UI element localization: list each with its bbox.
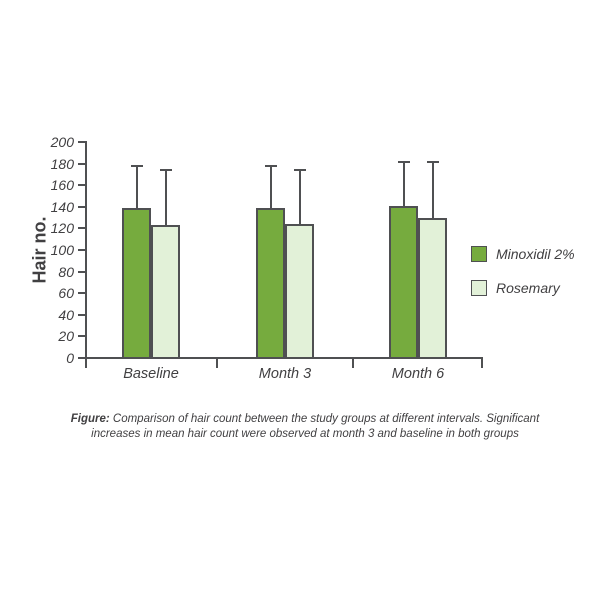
figure-caption: Figure: Comparison of hair count between… — [60, 412, 550, 441]
x-category-label-month-6: Month 6 — [391, 366, 445, 382]
legend: Minoxidil 2% Rosemary — [471, 246, 575, 314]
legend-item-minoxidil-2: Minoxidil 2% — [471, 246, 575, 262]
legend-swatch-minoxidil-2 — [471, 246, 487, 262]
error-bar-cap-rosemary-month-3 — [293, 169, 306, 172]
error-bar-cap-rosemary-baseline — [159, 169, 172, 172]
y-tick-mark — [78, 335, 85, 338]
bar-rosemary-month-3 — [285, 224, 314, 359]
bar-minoxidil-2-month-3 — [256, 207, 285, 359]
figure-caption-label: Figure: — [70, 413, 110, 425]
bar-minoxidil-2-baseline — [122, 207, 151, 359]
x-tick-mark — [216, 359, 218, 368]
y-tick-mark — [78, 357, 85, 359]
bar-rosemary-month-6 — [418, 217, 447, 359]
bar-minoxidil-2-month-6 — [389, 205, 418, 359]
legend-item-rosemary: Rosemary — [471, 280, 575, 296]
y-tick-mark — [78, 313, 85, 316]
y-tick-mark — [78, 205, 85, 208]
y-tick-mark — [78, 162, 85, 165]
legend-swatch-rosemary — [471, 280, 487, 296]
y-tick-label: 120 — [50, 220, 74, 237]
x-category-label-month-3: Month 3 — [258, 366, 312, 382]
y-tick-mark — [78, 270, 85, 273]
error-bar-cap-minoxidil-2-baseline — [130, 164, 143, 167]
error-bar-cap-rosemary-month-6 — [426, 160, 439, 163]
legend-label-minoxidil-2: Minoxidil 2% — [496, 246, 575, 262]
error-bar-line-rosemary-month-3 — [298, 170, 301, 225]
error-bar-cap-minoxidil-2-month-6 — [397, 160, 410, 163]
y-tick-label: 180 — [50, 155, 74, 172]
error-bar-line-rosemary-baseline — [164, 170, 167, 226]
y-tick-label: 60 — [58, 285, 74, 302]
bar-rosemary-baseline — [151, 225, 180, 359]
figure-caption-text: Comparison of hair count between the stu… — [91, 413, 540, 440]
y-axis-line — [85, 141, 87, 359]
y-tick-label: 80 — [58, 263, 74, 280]
error-bar-line-minoxidil-2-month-6 — [402, 161, 405, 206]
x-category-label-baseline: Baseline — [123, 366, 179, 382]
y-tick-label: 140 — [50, 198, 74, 215]
x-tick-mark — [352, 359, 354, 368]
y-tick-mark — [78, 141, 85, 143]
error-bar-line-minoxidil-2-month-3 — [269, 165, 272, 208]
y-tick-mark — [78, 292, 85, 295]
y-tick-label: 100 — [50, 242, 74, 258]
y-tick-label: 20 — [58, 328, 74, 345]
x-tick-mark — [85, 359, 87, 368]
error-bar-cap-minoxidil-2-month-3 — [264, 164, 277, 167]
legend-label-rosemary: Rosemary — [496, 280, 560, 296]
y-tick-mark — [78, 249, 85, 251]
x-axis-line — [85, 357, 483, 359]
error-bar-line-minoxidil-2-baseline — [135, 165, 138, 208]
y-tick-label: 0 — [66, 350, 74, 366]
y-tick-mark — [78, 227, 85, 230]
y-tick-label: 40 — [58, 306, 74, 323]
x-tick-mark — [481, 359, 483, 368]
y-tick-label: 200 — [50, 134, 74, 150]
y-tick-label: 160 — [50, 177, 74, 194]
error-bar-line-rosemary-month-6 — [431, 161, 434, 218]
y-tick-mark — [78, 184, 85, 187]
